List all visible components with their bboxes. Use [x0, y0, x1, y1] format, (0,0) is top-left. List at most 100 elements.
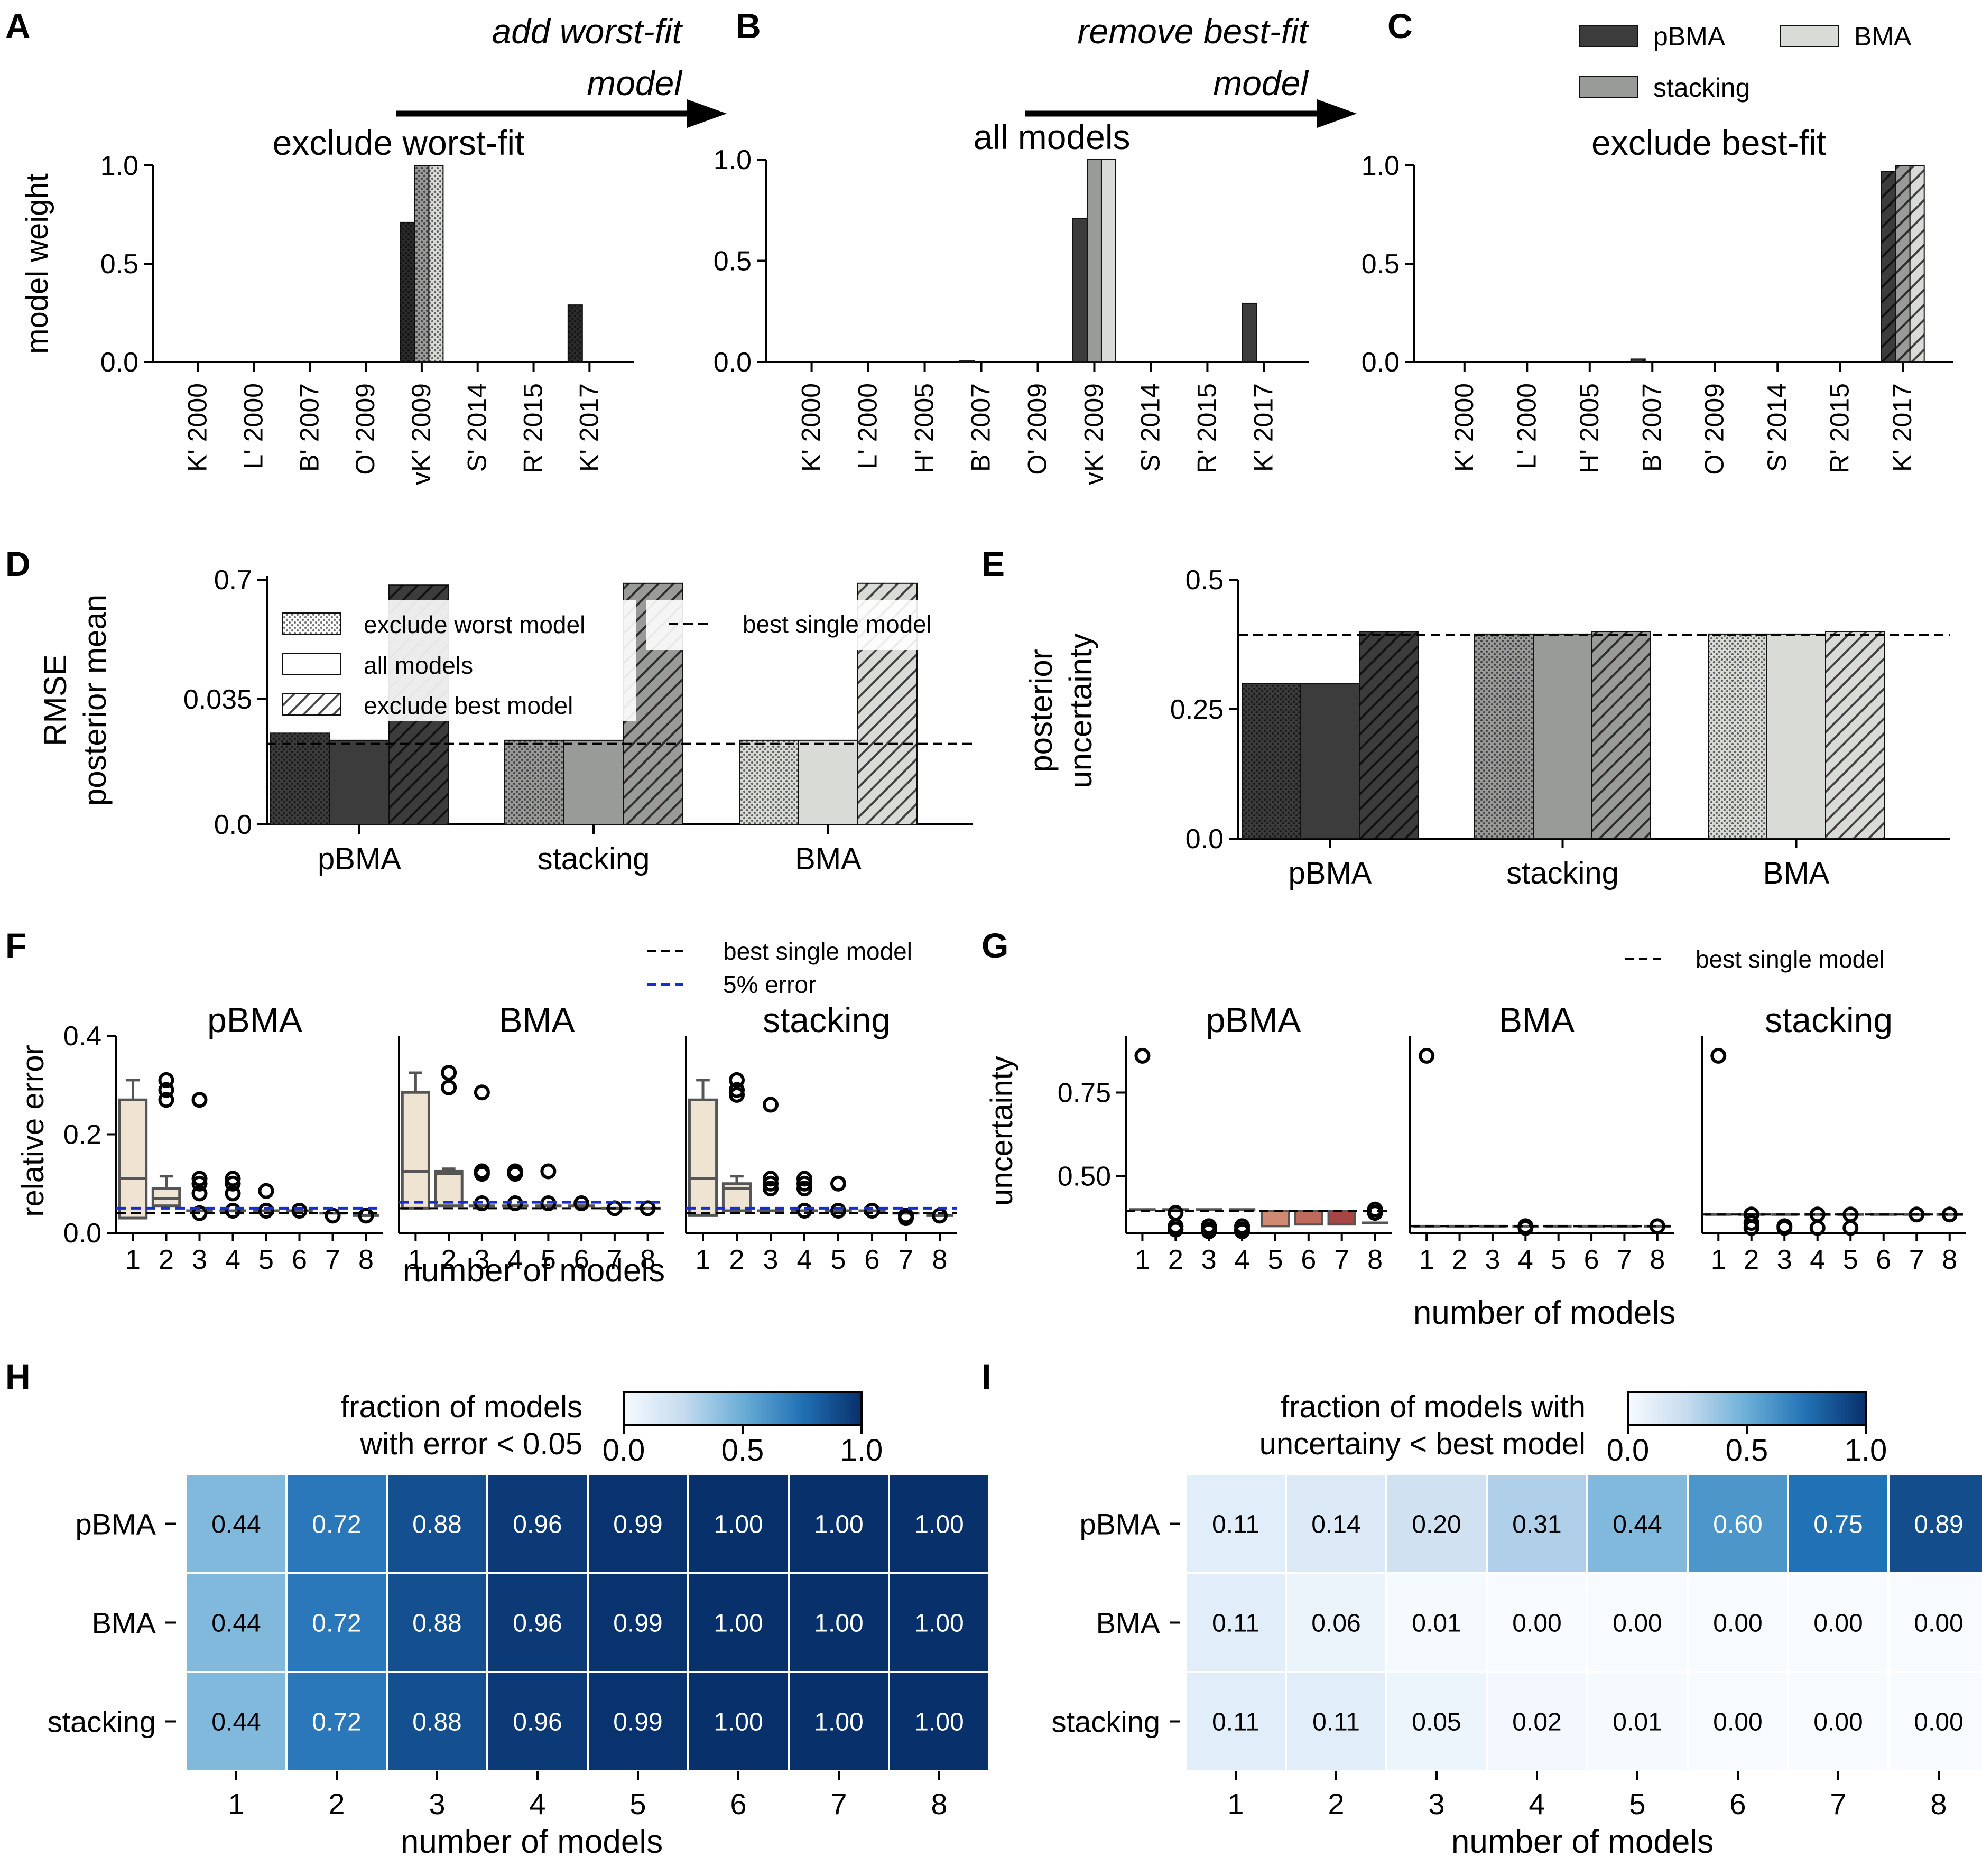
colorbar — [1627, 1391, 1867, 1426]
arrow-label-a-2: model — [587, 63, 683, 103]
x-axis-label: number of models — [401, 1824, 663, 1860]
box — [1261, 1210, 1290, 1228]
heat-label: 0.00 — [1914, 1708, 1963, 1736]
outlier — [225, 1175, 241, 1192]
arrow-head-b — [1317, 99, 1357, 128]
outlier — [225, 1171, 241, 1187]
x-tick-label: 7 — [899, 1245, 914, 1275]
x-tick-label: H' 2005 — [1575, 383, 1604, 473]
bar-pattern — [1895, 165, 1910, 362]
x-tick-label: K' 2000 — [183, 383, 212, 472]
outlier — [864, 1203, 880, 1219]
heat-cell — [185, 1473, 288, 1574]
bar-BMA — [798, 739, 858, 825]
y-tick-label: 0.0 — [100, 347, 138, 378]
bar-pBMA — [959, 360, 975, 363]
outlier — [763, 1181, 779, 1197]
heat-label: 0.75 — [1813, 1511, 1863, 1539]
x-tick-label: H' 2005 — [910, 383, 939, 473]
x-tick-label: 4 — [797, 1245, 812, 1275]
outlier — [325, 1208, 341, 1224]
x-tick-label: 1 — [696, 1245, 711, 1275]
y-tick-label: 0.7 — [214, 565, 252, 596]
heat-cell — [1184, 1473, 1287, 1574]
y-tick-label: 0.5 — [714, 246, 752, 277]
x-tick-label: 7 — [1830, 1787, 1846, 1821]
x-tick-label: 2 — [159, 1245, 174, 1275]
heat-cell — [1385, 1572, 1488, 1673]
x-tick-label: pBMA — [1289, 856, 1372, 890]
heat-cell — [888, 1473, 990, 1574]
heat-label: 0.72 — [312, 1610, 361, 1638]
y-tick-label: 1.0 — [100, 151, 138, 181]
heat-cell — [285, 1473, 388, 1574]
colorbar-label: 1.0 — [1845, 1433, 1887, 1468]
bar-pattern — [1881, 171, 1896, 362]
outlier — [729, 1086, 745, 1103]
y-tick-label: 0.50 — [1058, 1162, 1111, 1192]
legend-label: 5% error — [723, 971, 816, 998]
heat-label: 1.00 — [914, 1511, 964, 1539]
heat-cell — [788, 1671, 890, 1772]
heat-cell — [1887, 1671, 1982, 1772]
y-axis-label: uncertainty — [1063, 633, 1098, 788]
y-axis-label: posterior mean — [77, 595, 113, 806]
x-tick-label: 4 — [1235, 1245, 1250, 1275]
x-tick-label: 4 — [1529, 1787, 1545, 1821]
heat-cell — [1184, 1572, 1287, 1673]
x-tick-label: 1 — [1135, 1245, 1150, 1275]
subplot-title: pBMA — [207, 1000, 302, 1039]
y-tick-label: 1.0 — [714, 145, 752, 175]
heat-cell — [788, 1572, 890, 1673]
outlier — [158, 1092, 174, 1108]
x-tick-label: 4 — [529, 1787, 545, 1821]
panel-label-g: G — [981, 926, 1008, 965]
heat-label: 0.20 — [1412, 1511, 1461, 1539]
row-label: BMA — [1096, 1606, 1161, 1640]
heat-label: 0.99 — [613, 1708, 662, 1736]
heat-label: 0.89 — [1914, 1511, 1963, 1539]
legend-label: all models — [364, 652, 473, 679]
heat-label: 0.01 — [1412, 1610, 1461, 1638]
outlier — [158, 1082, 174, 1098]
x-tick-label: 8 — [1650, 1245, 1665, 1275]
subplot-title: pBMA — [1206, 1000, 1301, 1039]
outlier — [191, 1171, 208, 1187]
chart-d: 0.0 0.035 0.7 pBMA stacking BMA exclude worst … — [38, 565, 973, 876]
legend-label: exclude worst model — [364, 611, 585, 638]
outlier — [796, 1175, 812, 1192]
legend-label: best single model — [723, 937, 912, 965]
y-tick-label: 0.0 — [214, 810, 252, 840]
outlier — [441, 1064, 457, 1081]
heat-label: 0.96 — [513, 1708, 562, 1736]
bar-pattern — [1910, 165, 1924, 362]
x-tick-label: S' 2014 — [1762, 383, 1792, 472]
outlier — [573, 1195, 590, 1212]
x-tick-label: K' 2017 — [1887, 383, 1917, 472]
heat-label: 0.00 — [1813, 1708, 1863, 1736]
row-label: stacking — [48, 1705, 156, 1739]
outlier — [1134, 1047, 1151, 1064]
x-tick-label: K' 2000 — [796, 383, 826, 472]
x-tick-label: 6 — [574, 1245, 589, 1275]
y-tick-label: 0.75 — [1058, 1078, 1111, 1108]
x-tick-label: BMA — [795, 842, 862, 876]
arrow-head-a — [687, 99, 727, 128]
bar-BMA — [1766, 633, 1826, 840]
x-tick-label: stacking — [538, 842, 650, 876]
bar-pattern — [429, 165, 443, 362]
x-tick-label: 8 — [1930, 1787, 1947, 1821]
box — [1327, 1210, 1356, 1226]
x-tick-label: 5 — [1843, 1245, 1858, 1275]
box — [118, 1098, 148, 1220]
x-tick-label: BMA — [1763, 856, 1830, 890]
heat-label: 0.14 — [1311, 1511, 1360, 1539]
heat-cell — [285, 1572, 388, 1673]
bar-pattern — [568, 305, 582, 362]
heat-label: 0.88 — [412, 1511, 461, 1539]
chart-i: pBMA 0.11 0.14 0.20 0.31 0.44 0.60 0.75 0.89 BMA 0… — [1052, 1390, 1982, 1860]
heat-cell — [1285, 1671, 1387, 1772]
x-tick-label: 3 — [474, 1245, 489, 1275]
heat-label: 1.00 — [814, 1511, 863, 1539]
